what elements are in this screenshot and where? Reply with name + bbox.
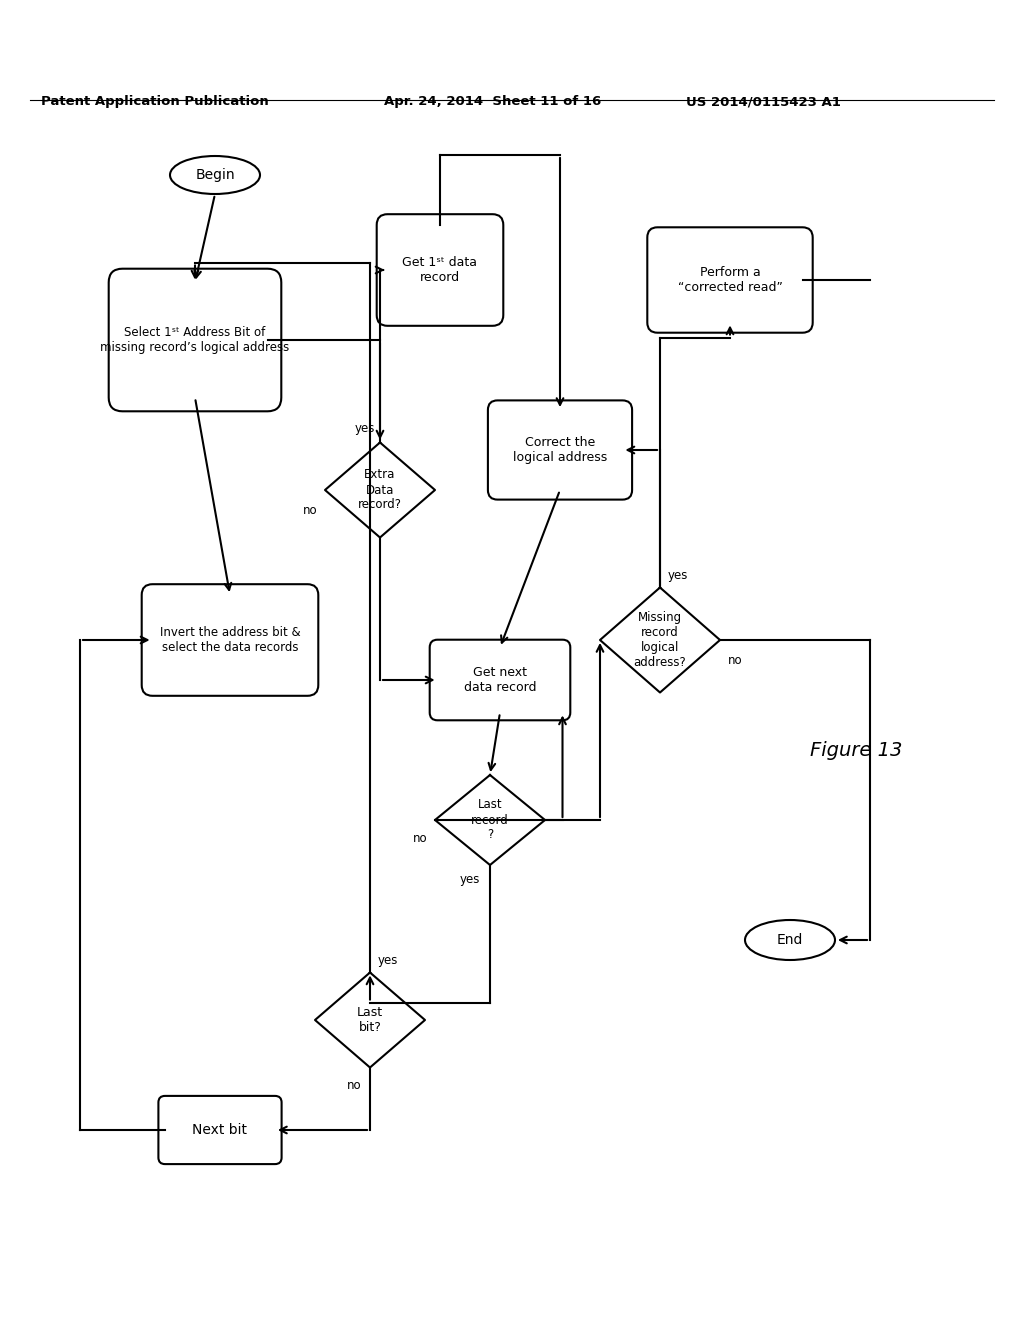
Text: US 2014/0115423 A1: US 2014/0115423 A1: [686, 95, 841, 108]
Text: Begin: Begin: [196, 168, 234, 182]
Text: Last
bit?: Last bit?: [357, 1006, 383, 1034]
Text: yes: yes: [668, 569, 688, 582]
Text: Get next
data record: Get next data record: [464, 667, 537, 694]
Text: Last
record
?: Last record ?: [471, 799, 509, 842]
Text: Invert the address bit &
select the data records: Invert the address bit & select the data…: [160, 626, 300, 653]
Text: no: no: [728, 653, 742, 667]
Text: Correct the
logical address: Correct the logical address: [513, 436, 607, 465]
Text: Apr. 24, 2014  Sheet 11 of 16: Apr. 24, 2014 Sheet 11 of 16: [384, 95, 601, 108]
Text: Perform a
“corrected read”: Perform a “corrected read”: [678, 267, 782, 294]
Text: Select 1ˢᵗ Address Bit of
missing record’s logical address: Select 1ˢᵗ Address Bit of missing record…: [100, 326, 290, 354]
Text: Missing
record
logical
address?: Missing record logical address?: [634, 611, 686, 669]
Text: Figure 13: Figure 13: [810, 741, 902, 759]
Text: no: no: [302, 503, 317, 516]
Text: Next bit: Next bit: [193, 1123, 248, 1137]
Text: Get 1ˢᵗ data
record: Get 1ˢᵗ data record: [402, 256, 477, 284]
Text: no: no: [413, 832, 427, 845]
Text: yes: yes: [354, 422, 375, 436]
Text: Extra
Data
record?: Extra Data record?: [358, 469, 402, 511]
Text: no: no: [347, 1078, 362, 1092]
Text: Patent Application Publication: Patent Application Publication: [41, 95, 268, 108]
Text: yes: yes: [378, 954, 398, 968]
Text: yes: yes: [460, 874, 480, 887]
Text: End: End: [777, 933, 803, 946]
